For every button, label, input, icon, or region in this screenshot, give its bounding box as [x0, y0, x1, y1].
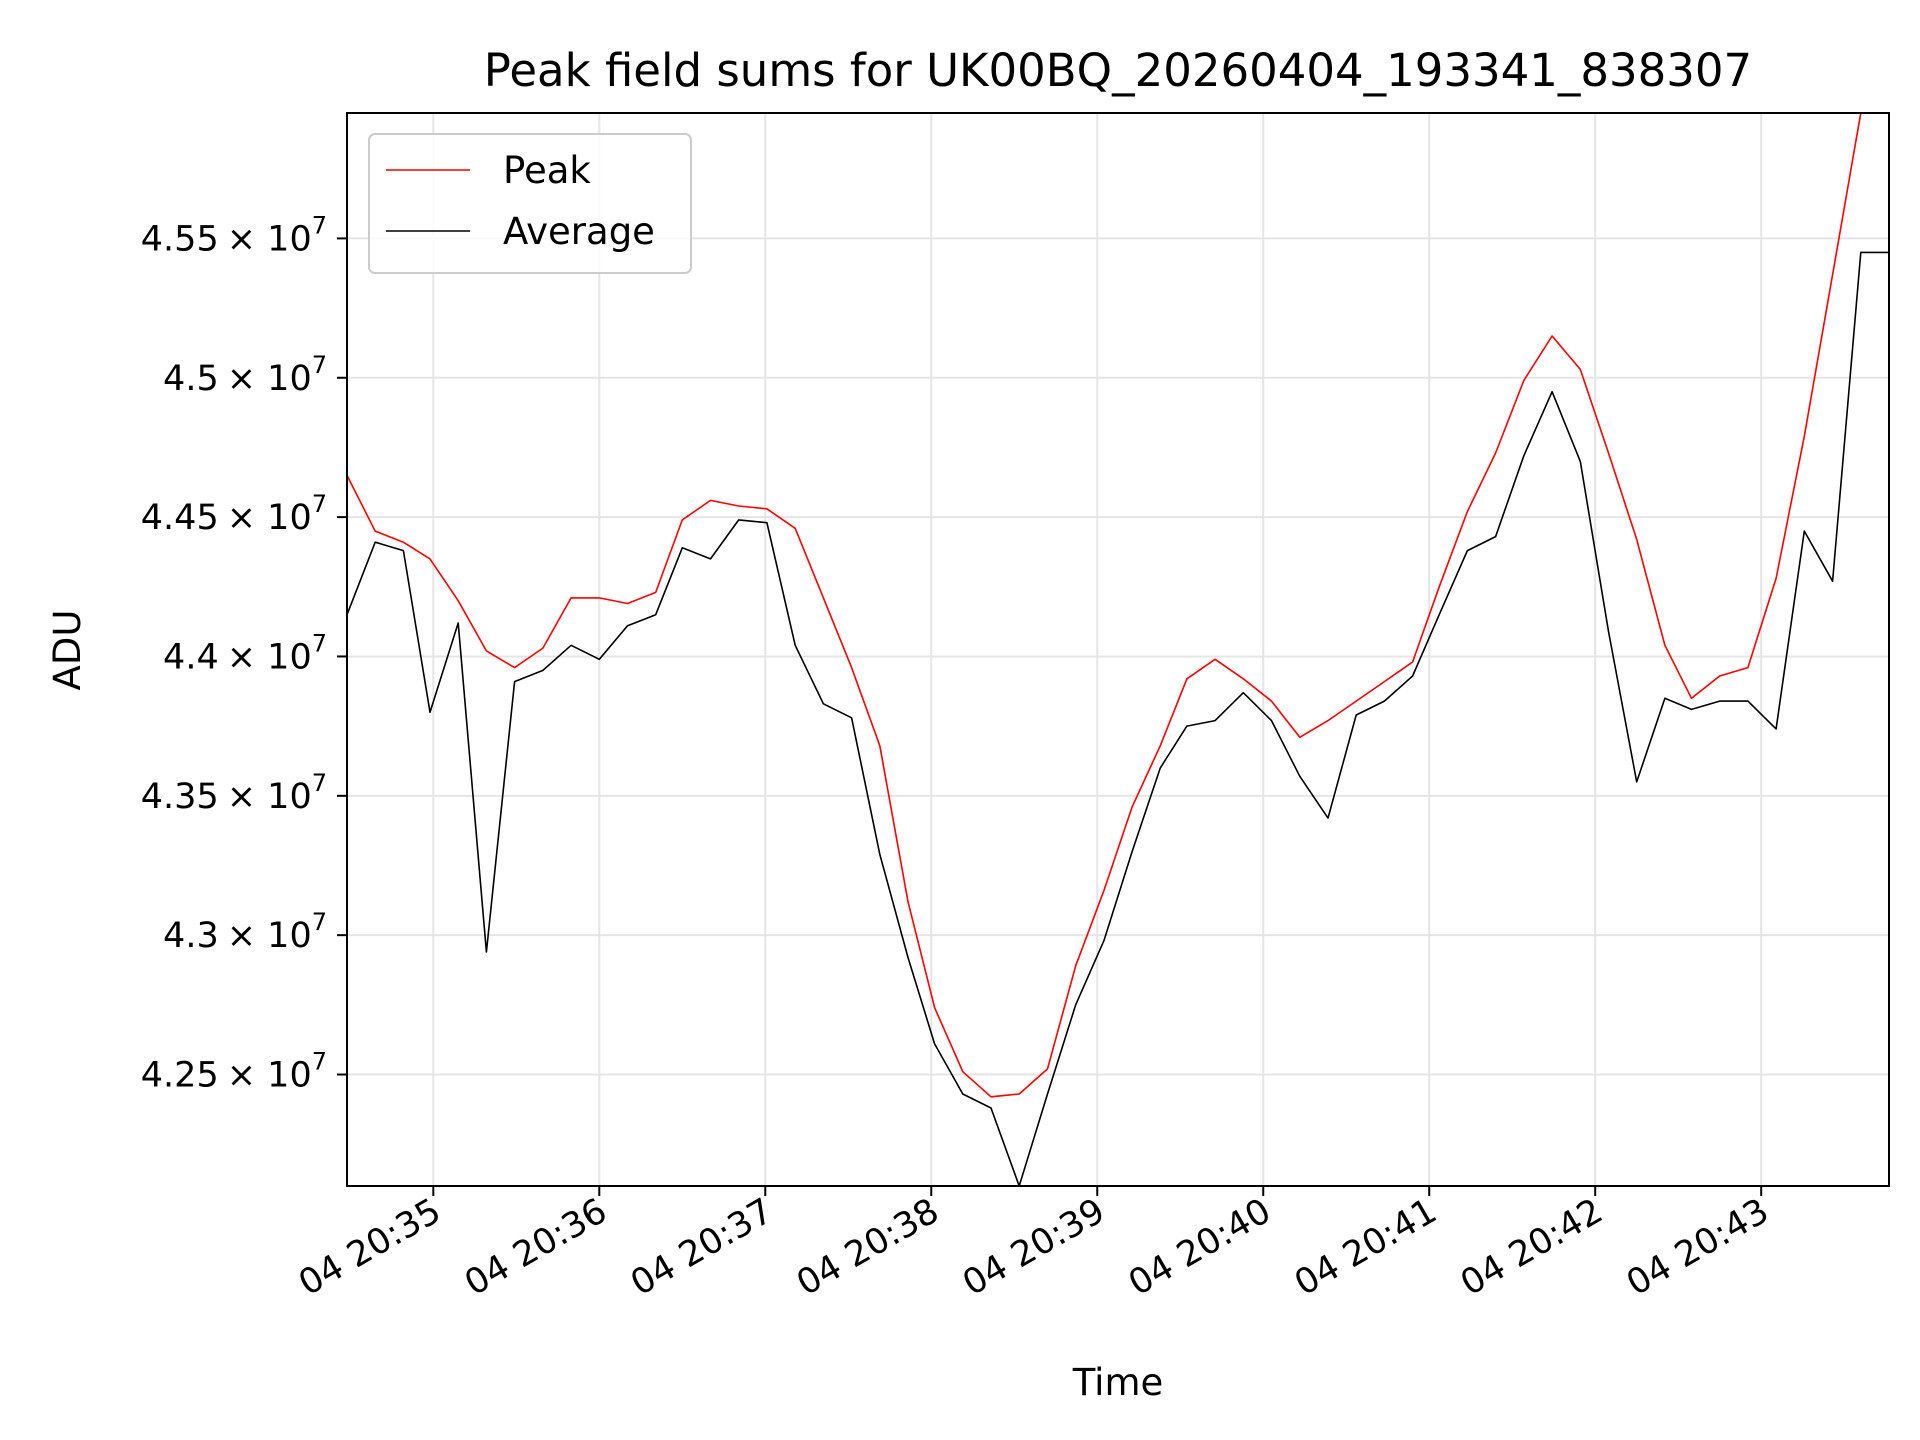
y-tick-multiplier: × 10 — [227, 498, 312, 538]
y-tick-exponent: 7 — [312, 1048, 327, 1076]
y-tick-exponent: 7 — [312, 211, 327, 239]
y-tick-exponent: 7 — [312, 908, 327, 936]
y-tick-label: 4.55 × 107 — [141, 211, 327, 259]
y-tick-exponent: 7 — [312, 769, 327, 797]
y-tick-label: 4.5 × 107 — [163, 351, 327, 399]
x-axis-label: Time — [1072, 1361, 1164, 1404]
y-tick-multiplier: × 10 — [227, 777, 312, 817]
series-layer — [347, 113, 1889, 1186]
y-tick-exponent: 7 — [312, 629, 327, 657]
y-axis-label: ADU — [46, 610, 89, 691]
y-tick-mantissa: 4.5 — [163, 359, 219, 399]
chart-title: Peak field sums for UK00BQ_20260404_1933… — [484, 44, 1752, 97]
legend-label-peak: Peak — [503, 149, 591, 192]
legend-box — [368, 133, 692, 274]
y-tick-label: 4.25 × 107 — [141, 1048, 327, 1096]
y-tick-mantissa: 4.3 — [163, 916, 219, 956]
y-tick-exponent: 7 — [312, 351, 327, 379]
series-line-average — [347, 251, 1889, 1186]
y-tick-label: 4.35 × 107 — [141, 769, 327, 817]
y-tick-label: 4.4 × 107 — [163, 629, 327, 677]
y-tick-multiplier: × 10 — [227, 359, 312, 399]
y-tick-label: 4.45 × 107 — [141, 490, 327, 538]
y-tick-multiplier: × 10 — [227, 1056, 312, 1096]
legend-label-average: Average — [503, 210, 655, 253]
y-tick-multiplier: × 10 — [227, 637, 312, 677]
y-tick-mantissa: 4.4 — [163, 637, 219, 677]
legend: Peak Average — [368, 133, 692, 274]
plot-area — [347, 113, 1889, 1186]
plot-frame — [346, 112, 1890, 1187]
y-tick-mantissa: 4.25 — [141, 1056, 219, 1096]
grid — [347, 113, 1889, 1186]
y-tick-mantissa: 4.35 — [141, 777, 219, 817]
series-line-peak — [347, 113, 1889, 1098]
y-tick-multiplier: × 10 — [227, 916, 312, 956]
y-tick-exponent: 7 — [312, 490, 327, 518]
y-tick-mantissa: 4.55 — [141, 219, 219, 259]
y-tick-label: 4.3 × 107 — [163, 908, 327, 956]
y-tick-mantissa: 4.45 — [141, 498, 219, 538]
y-tick-multiplier: × 10 — [227, 219, 312, 259]
